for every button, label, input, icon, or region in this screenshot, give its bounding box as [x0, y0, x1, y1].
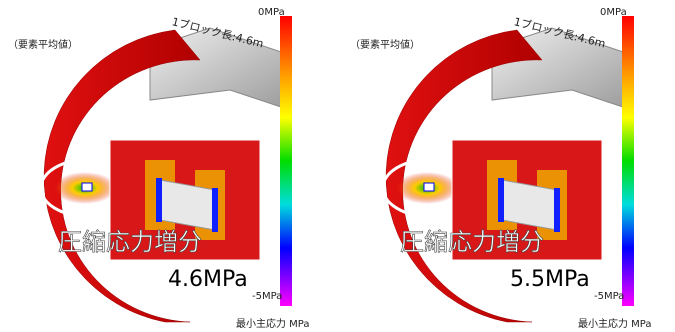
figure: （要素平均値）1ブロック長:4.6m0MPa-5MPa最小主応力 MPa圧縮応力…	[0, 0, 675, 332]
callout: 圧縮応力増分	[400, 228, 544, 256]
scale-title: 最小主応力 MPa	[578, 317, 652, 330]
inset-edge	[498, 178, 504, 222]
increment: 4.6MPa	[168, 267, 248, 292]
colorbar	[280, 16, 292, 306]
segment	[424, 183, 434, 191]
colorbar	[622, 16, 634, 306]
scale-title: 最小主応力 MPa	[236, 317, 310, 330]
scale-bottom: -5MPa	[594, 291, 624, 302]
inset-edge	[212, 188, 218, 232]
increment: 5.5MPa	[510, 267, 590, 292]
segment	[82, 183, 92, 191]
note: （要素平均値）	[350, 38, 420, 51]
inset-edge	[554, 188, 560, 232]
inset-edge	[156, 178, 162, 222]
note: （要素平均値）	[8, 38, 78, 51]
callout: 圧縮応力増分	[58, 228, 202, 256]
scale-top: 0MPa	[600, 7, 627, 18]
scale-bottom: -5MPa	[252, 291, 282, 302]
scale-top: 0MPa	[258, 7, 285, 18]
